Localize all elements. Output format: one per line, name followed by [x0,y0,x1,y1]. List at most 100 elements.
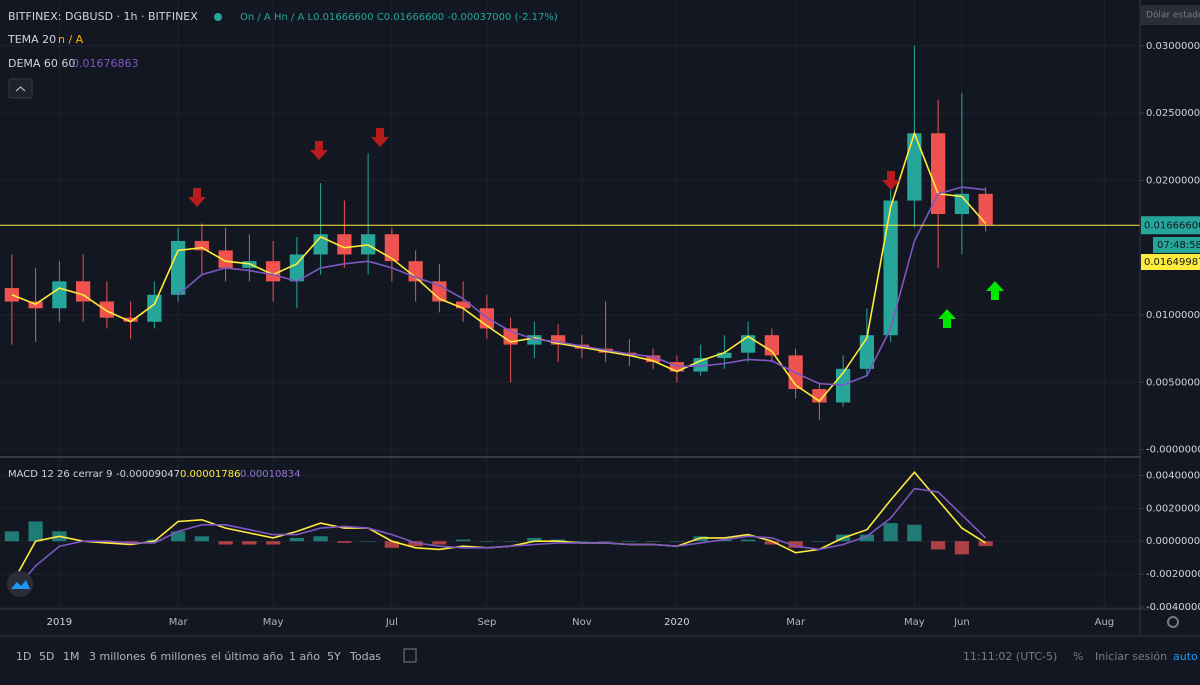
histogram-bar [788,541,803,548]
up-arrow [986,281,1004,300]
histogram-bar [574,541,589,542]
collapse-button[interactable] [8,78,33,99]
price-box [1141,216,1200,235]
histogram-bar [954,541,969,555]
range-button[interactable]: 5D [39,650,54,663]
histogram-bar [99,541,114,543]
histogram-bar [289,537,304,542]
bid-label: 0.01649987 [1144,257,1200,268]
histogram-bar [503,541,518,542]
candle-body [907,133,922,201]
histogram-bar [883,523,898,542]
up-arrow [938,309,956,328]
percent[interactable]: % [1073,650,1083,663]
x-tick-label: May [904,617,925,628]
histogram-bar [527,537,542,542]
candle-body [693,358,708,372]
down-arrow [371,128,389,147]
down-arrows [188,128,900,207]
candle-body [218,250,233,268]
candle-body [99,301,114,318]
collapse-icon [15,86,26,92]
candle-body [456,301,471,309]
login[interactable]: Iniciar sesión [1095,650,1167,663]
logo-icon [11,580,30,589]
annotations [188,128,1004,328]
x-tick-label: 2020 [664,617,689,628]
candle-body [384,234,399,262]
down-arrow [188,188,206,207]
candle-body [717,352,732,359]
x-tick-label: Aug [1095,617,1115,628]
status-dot [214,13,222,21]
y-tick-label: 0.00000000 [1146,536,1200,547]
histogram-bar [456,539,471,542]
histogram-bar [218,541,233,545]
range-button[interactable]: 1 año [289,650,320,663]
histogram-bar [4,531,19,542]
x-tick-label: Sep [477,617,496,628]
histogram-bar [361,541,376,542]
price-label: 0.01666600 [1144,220,1200,231]
histogram-bar [28,521,43,542]
macd-value: 0.00001786 [180,469,240,480]
histogram-bar [693,536,708,542]
candle-body [194,240,209,251]
down-arrow [882,171,900,190]
settings[interactable] [1167,616,1179,628]
currency: Dólar estado [1146,10,1200,21]
x-tick-label: Mar [169,617,189,628]
compare-icon[interactable] [403,648,417,663]
candle-body [4,288,19,302]
logo[interactable] [7,571,33,597]
candle-body [123,317,138,322]
histogram-bar [432,541,447,545]
candle-body [337,234,352,255]
auto[interactable]: auto [1173,650,1198,663]
candle-body [954,193,969,215]
currency-box[interactable] [1141,5,1200,25]
plot [0,45,1140,595]
candle-body [147,294,162,322]
grid [0,0,1140,608]
histogram-bar [266,541,281,545]
range-button[interactable]: 1D [16,650,31,663]
candle-body [52,281,67,309]
x-tick-label: Nov [572,617,592,628]
down-arrow [310,141,328,160]
candle-body [289,254,304,282]
macd-name: MACD 12 26 cerrar 9 [8,469,112,480]
histogram-bar [598,541,613,542]
range-button[interactable]: 5Y [327,650,341,663]
countdown-box [1153,237,1200,253]
histogram-bar [646,541,661,542]
range-button[interactable]: Todas [349,650,381,663]
line-series [177,186,986,386]
histogram-bar [931,541,946,550]
x-tick-label: Jul [385,617,398,628]
histogram-bar [337,541,352,543]
range-button[interactable]: 6 millones [150,650,207,663]
macd-signal: 0.00010834 [240,469,300,480]
histogram-bar [194,536,209,542]
candle-body [978,193,993,225]
range-button[interactable]: 3 millones [89,650,146,663]
range-button[interactable]: el último año [211,650,283,663]
histogram-bar [171,531,186,542]
histogram-bar [123,541,138,543]
ohlc: On / A Hn / A L0.01666600 C0.01666600 -0… [240,12,558,23]
range-button[interactable]: 1M [63,650,80,663]
histogram-bar [907,524,922,542]
histogram-bar [741,539,756,542]
line-series [11,130,987,403]
x-tick-label: May [263,617,284,628]
histogram-bar [479,541,494,542]
candle-body [171,240,186,295]
